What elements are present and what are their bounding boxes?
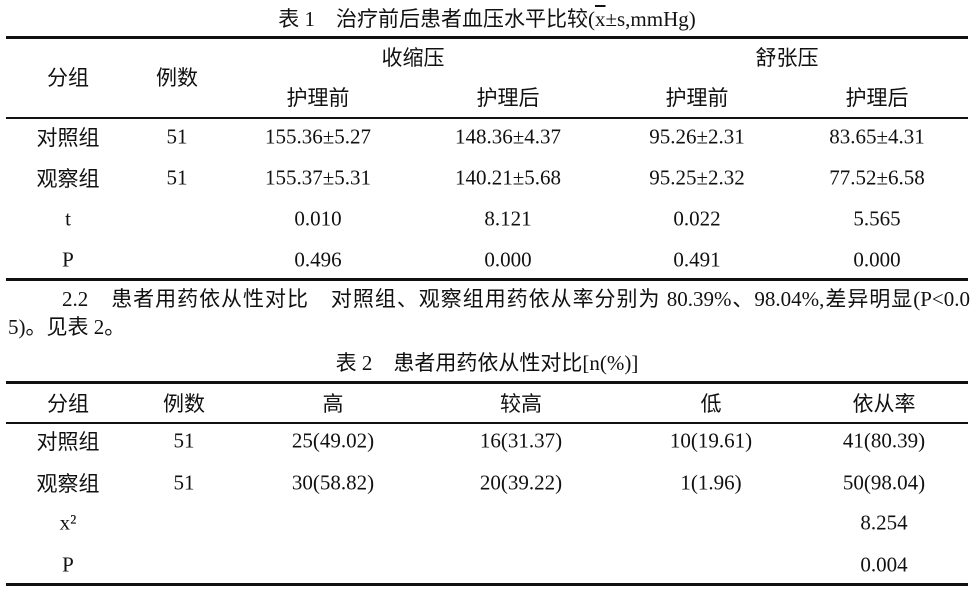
paragraph: 2.2 患者用药依从性对比 对照组、观察组用药依从率分别为 80.39%、98.… [8, 285, 970, 341]
table-cell: t [65, 206, 71, 231]
table-cell: 1(1.96) [680, 470, 742, 495]
header-cell: 高 [322, 392, 344, 416]
header-cell: 分组 [47, 66, 89, 90]
header-cell: 较高 [500, 392, 542, 416]
table-cell: 51 [166, 124, 188, 149]
table-cell: 观察组 [36, 167, 100, 191]
table-cell: 0.010 [294, 206, 342, 231]
table-cell: 140.21±5.68 [454, 165, 562, 190]
table-cell: 0.000 [484, 247, 532, 272]
table-cell: 51 [166, 165, 188, 190]
title-mean: x [594, 7, 606, 31]
table-cell: 0.491 [673, 247, 721, 272]
header-cell: 低 [700, 392, 722, 416]
table-cell: 8.254 [860, 510, 908, 535]
table-rule [6, 36, 968, 39]
table-rule [6, 278, 968, 281]
table-cell: 对照组 [36, 430, 100, 454]
table-cell: 83.65±4.31 [829, 124, 925, 149]
header-cell: 收缩压 [381, 46, 445, 70]
table-cell: 0.004 [860, 552, 908, 577]
table-cell: 41(80.39) [842, 428, 926, 453]
table-cell: 25(49.02) [291, 428, 375, 453]
table-cell: 10(19.61) [669, 428, 753, 453]
header-cell: 分组 [47, 392, 89, 416]
table-rule [6, 381, 968, 384]
table-cell: 155.36±5.27 [264, 124, 372, 149]
header-cell: 依从率 [852, 392, 916, 416]
table-cell: 5.565 [853, 206, 901, 231]
table-cell: 95.26±2.31 [649, 124, 745, 149]
table-label: 表 2 [335, 351, 373, 375]
table-cell: 95.25±2.32 [649, 165, 745, 190]
table-cell: 0.022 [673, 206, 721, 231]
title-text: 患者用药依从性对比[n(%)] [393, 351, 639, 375]
table-cell: 51 [173, 470, 195, 495]
table-cell: 20(39.22) [479, 470, 563, 495]
table-cell: 30(58.82) [291, 470, 375, 495]
header-cell: 护理后 [845, 86, 909, 110]
paragraph-text: 对照组、观察组用药依从率分别为 80.39%、98.04%,差异明显(P<0.0… [8, 287, 970, 339]
table-cell: P [62, 247, 74, 272]
table-rule [6, 117, 968, 119]
table-cell: 观察组 [36, 472, 100, 496]
table-cell: 0.496 [294, 247, 342, 272]
header-cell: 舒张压 [755, 46, 819, 70]
header-cell: 护理前 [286, 86, 350, 110]
title-text: ±s,mmHg) [605, 7, 696, 31]
table-cell: 0.000 [853, 247, 901, 272]
table-label: 表 1 [278, 7, 315, 31]
header-cell: 护理后 [476, 86, 540, 110]
title-text: 治疗前后患者血压水平比较( [335, 7, 595, 31]
table-cell: 155.37±5.31 [264, 165, 372, 190]
table-cell: 77.52±6.58 [829, 165, 925, 190]
table-cell: 16(31.37) [479, 428, 563, 453]
table-rule [6, 583, 968, 586]
table-cell: 148.36±4.37 [454, 124, 562, 149]
table1-title: 表 1 治疗前后患者血压水平比较(x±s,mmHg) [0, 3, 974, 33]
table-cell: P [62, 552, 74, 577]
table-cell: x² [59, 510, 77, 535]
table-cell: 51 [173, 428, 195, 453]
section-heading: 2.2 患者用药依从性对比 [62, 287, 309, 311]
header-cell: 例数 [163, 392, 205, 416]
header-cell: 例数 [156, 66, 198, 90]
table-cell: 50(98.04) [842, 470, 926, 495]
table2-title: 表 2 患者用药依从性对比[n(%)] [0, 347, 974, 377]
table-rule [6, 422, 968, 424]
table-cell: 8.121 [484, 206, 532, 231]
table-cell: 对照组 [36, 126, 100, 150]
header-cell: 护理前 [665, 86, 729, 110]
